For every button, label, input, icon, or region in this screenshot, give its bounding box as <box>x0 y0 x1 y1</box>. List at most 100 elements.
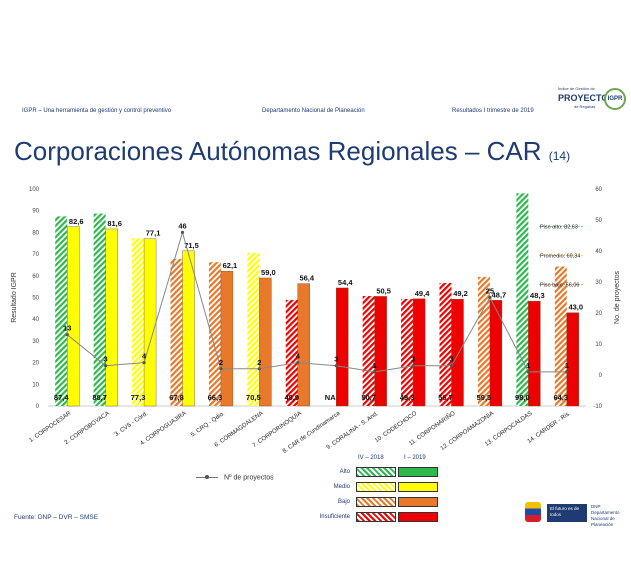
government-logo: El futuro es de todos DNP Departamento N… <box>525 500 625 528</box>
y2-tick-label: 10 <box>595 342 602 348</box>
label-2018-9: 50,7 <box>361 393 376 402</box>
legend-label-medio: Medio <box>333 484 350 490</box>
label-2019-9: 50,5 <box>376 286 391 295</box>
label-2018-3: 77,3 <box>131 393 146 402</box>
projects-label-6: 2 <box>257 358 261 367</box>
projects-point-7 <box>296 361 300 365</box>
legend-row-alto: Alto <box>300 465 440 479</box>
label-2018-5: 66,3 <box>208 393 223 402</box>
projects-label-2: 3 <box>104 355 108 364</box>
legend-label-alto: Alto <box>339 469 350 475</box>
bar-2019-7 <box>297 283 310 407</box>
logo-line3: de Regalías <box>574 104 596 109</box>
label-2018-6: 70,5 <box>246 393 261 402</box>
label-2019-10: 49,4 <box>415 289 430 298</box>
projects-label-10: 3 <box>411 355 415 364</box>
y2-tick-label: -10 <box>593 404 602 410</box>
bar-2018-2 <box>93 213 106 406</box>
y-tick-label: 70 <box>32 252 39 258</box>
y-tick-label: 80 <box>32 230 39 236</box>
projects-label-9: 1 <box>373 361 377 370</box>
projects-point-6 <box>257 367 261 371</box>
bar-2018-5 <box>208 262 221 406</box>
projects-label-3: 4 <box>142 352 147 361</box>
bar-2019-11 <box>451 299 464 407</box>
category-legend: IV – 2018 I – 2019 Alto Medio Bajo Insuficien… <box>300 455 440 530</box>
y-tick-label: 60 <box>32 274 39 280</box>
y-tick-label: 0 <box>36 404 40 410</box>
projects-label-13: 1 <box>526 361 530 370</box>
y-tick-label: 20 <box>32 361 39 367</box>
bar-2019-10 <box>412 298 426 407</box>
legend-swatch-2018-insuficiente <box>356 512 396 522</box>
legend-projects-label: Nº de proyectos <box>223 474 274 482</box>
header-subtitle: IGPR – Una herramienta de gestión y cont… <box>22 108 172 114</box>
logo-line2: PROYECTOS <box>558 93 615 103</box>
category-label-14: 14. CARDER - Ris. <box>527 411 572 445</box>
bar-2019-1 <box>67 226 80 407</box>
projects-line <box>66 230 567 373</box>
bar-2018-6 <box>247 253 260 406</box>
y-tick-label: 40 <box>32 317 39 323</box>
label-2018-14: 64,3 <box>553 393 568 402</box>
logo-badge: IGPR <box>604 88 626 110</box>
label-2019-8: 54,4 <box>338 278 353 287</box>
legend-swatch-2019-alto <box>398 467 438 477</box>
bar-2019-13 <box>528 300 541 407</box>
label-2019-2: 81,6 <box>107 219 122 228</box>
bar-2018-1 <box>55 216 68 406</box>
projects-point-3 <box>142 361 146 365</box>
projects-point-4 <box>180 230 185 234</box>
title-main: Corporaciones Autónomas Regionales – CAR <box>14 136 542 166</box>
logo-line1: Índice de Gestión de <box>558 86 595 91</box>
bar-2019-5 <box>220 271 234 407</box>
label-2019-12: 48,7 <box>492 290 507 299</box>
projects-point-10 <box>411 364 415 368</box>
legend-header-2019: I – 2019 <box>404 455 426 461</box>
legend-row-medio: Medio <box>300 480 440 494</box>
projects-label-14: 1 <box>565 361 569 370</box>
legend-swatch-2018-bajo <box>356 497 396 507</box>
y2-tick-label: 20 <box>595 311 602 317</box>
label-2019-3: 77,1 <box>146 229 161 238</box>
y2-tick-label: 60 <box>595 187 602 193</box>
projects-label-1: 13 <box>63 324 71 333</box>
projects-point-1 <box>65 333 69 337</box>
bar-2019-8 <box>336 287 349 407</box>
y-tick-label: 50 <box>32 296 39 302</box>
bar-2018-4 <box>170 258 183 406</box>
label-2019-5: 62,1 <box>223 261 238 270</box>
legend-header-2018: IV – 2018 <box>358 455 384 461</box>
label-2018-13: 98,0 <box>515 393 530 402</box>
bar-2018-7 <box>285 299 298 406</box>
projects-label-7: 4 <box>296 352 301 361</box>
label-2018-4: 67,8 <box>169 393 184 402</box>
legend-swatch-2018-medio <box>356 482 396 492</box>
legend-swatch-2019-bajo <box>398 497 438 507</box>
label-2018-10: 49,3 <box>400 393 415 402</box>
reference-label-2: Promedio: 69,34 <box>540 254 580 260</box>
label-2019-4: 71,5 <box>184 241 199 250</box>
bar-2019-14 <box>566 312 579 407</box>
legend-swatch-2019-insuficiente <box>398 512 438 522</box>
y-tick-label: 10 <box>32 382 39 388</box>
header-period: Resultados I trimestre de 2019 <box>452 108 534 114</box>
bar-2019-12 <box>489 300 503 407</box>
label-2019-6: 59,0 <box>261 268 276 277</box>
category-label-3: 3. CVS - Córd. <box>114 411 150 438</box>
y2-tick-label: 0 <box>599 373 603 379</box>
source-note: Fuente: DNP – DVR – SMSE <box>14 514 99 521</box>
label-2018-1: 87,4 <box>54 393 69 402</box>
label-2019-1: 82,6 <box>69 217 84 226</box>
y-tick-label: 100 <box>29 187 40 193</box>
projects-point-9 <box>373 370 377 374</box>
y2-tick-label: 30 <box>595 280 602 286</box>
projects-point-13 <box>526 370 530 374</box>
y2-tick-label: 50 <box>595 218 602 224</box>
bar-2018-3 <box>132 238 145 406</box>
bar-2018-13 <box>516 193 529 406</box>
bar-2018-14 <box>554 266 567 406</box>
projects-label-8: 3 <box>334 355 338 364</box>
projects-point-2 <box>104 364 108 368</box>
label-2018-11: 56,7 <box>438 393 453 402</box>
